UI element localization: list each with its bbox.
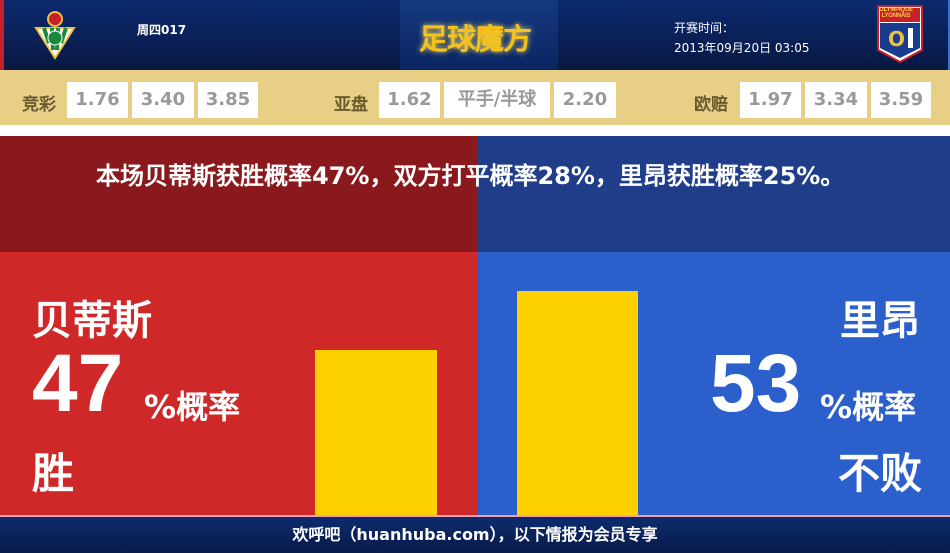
- kickoff-time: 2013年09月20日 03:05: [674, 41, 810, 55]
- header: 周四017 足球魔方 开赛时间： 2013年09月20日 03:05 O: [0, 0, 950, 70]
- away-percent: 53: [710, 338, 802, 429]
- oupei-odds-win: 1.97: [740, 82, 801, 118]
- jingcai-odds-lose: 3.85: [198, 82, 258, 118]
- oupei-label: 欧赔: [694, 95, 728, 115]
- jingcai-odds-draw: 3.40: [132, 82, 194, 118]
- away-team-badge-icon: O: [877, 5, 923, 64]
- away-result: 不败: [837, 449, 922, 498]
- app-logo: 足球魔方: [419, 22, 532, 56]
- home-result: 胜: [32, 449, 75, 498]
- home-team-name: 贝蒂斯: [32, 298, 152, 344]
- oupei-odds-draw: 3.34: [805, 82, 867, 118]
- home-team-badge-icon: [34, 11, 76, 60]
- yapan-odds-away: 2.20: [554, 82, 616, 118]
- svg-text:O: O: [888, 27, 905, 51]
- kickoff-label: 开赛时间：: [674, 21, 735, 35]
- away-team-name: 里昂: [840, 298, 920, 344]
- home-percent-unit: %概率: [144, 388, 241, 426]
- jingcai-odds-win: 1.76: [67, 82, 128, 118]
- home-percent: 47: [32, 338, 124, 429]
- logo-panel: [400, 0, 558, 70]
- summary-text: 本场贝蒂斯获胜概率47%，双方打平概率28%，里昂获胜概率25%。: [96, 162, 845, 190]
- oupei-odds-lose: 3.59: [871, 82, 931, 118]
- jingcai-label: 竞彩: [22, 95, 56, 115]
- away-percent-unit: %概率: [820, 388, 917, 426]
- probability-panel: 贝蒂斯 47 %概率 胜 里昂 53 %概率 不败: [0, 252, 950, 515]
- home-probability-bar: [315, 350, 437, 515]
- footer-banner: 欢呼吧（huanhuba.com），以下情报为会员专享: [0, 515, 950, 553]
- yapan-label: 亚盘: [334, 95, 368, 115]
- yapan-odds-home: 1.62: [379, 82, 440, 118]
- match-number: 周四017: [137, 23, 187, 37]
- yapan-handicap: 平手/半球: [444, 82, 550, 118]
- odds-bar: 竞彩 1.76 3.40 3.85 亚盘 1.62 平手/半球 2.20 欧赔 …: [0, 70, 950, 130]
- away-probability-bar: [517, 291, 638, 515]
- summary-panel: 本场贝蒂斯获胜概率47%，双方打平概率28%，里昂获胜概率25%。: [0, 136, 950, 252]
- away-badge-text: OLYMPIQUE LYONNAIS: [879, 7, 913, 19]
